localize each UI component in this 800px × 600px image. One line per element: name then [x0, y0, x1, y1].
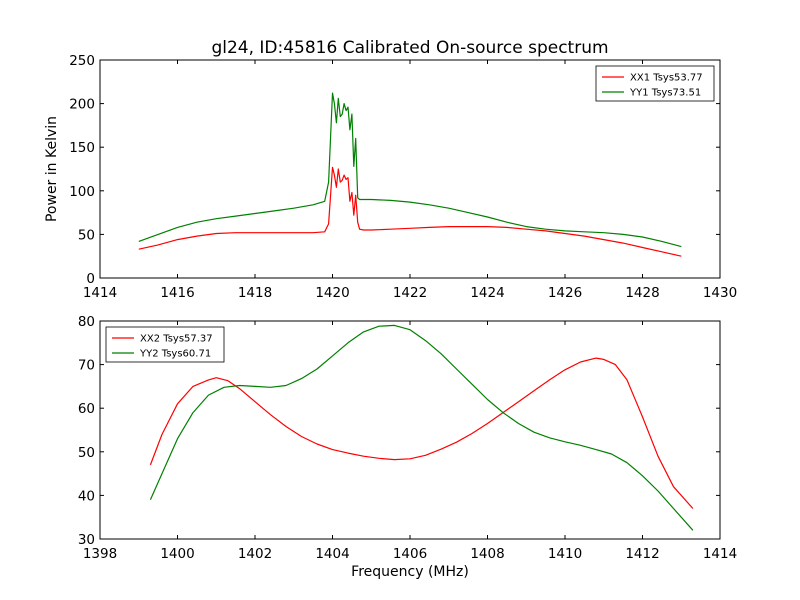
y-tick-label: 30	[78, 532, 95, 548]
y-tick-label: 60	[78, 401, 95, 417]
x-tick-label: 1408	[470, 546, 504, 562]
x-tick-label: 1418	[238, 285, 272, 301]
series-line-bottom-0	[149, 357, 694, 509]
top-legend: XX1 Tsys53.77 YY1 Tsys73.51	[595, 65, 715, 102]
y-tick-label: 40	[78, 488, 95, 504]
legend-label: YY1 Tsys73.51	[629, 88, 701, 99]
y-tick-label: 80	[78, 314, 95, 330]
bottom-panel: 1398 1400 1402 1404 1406 1408 1410 1412 1414 30 40…	[78, 314, 737, 580]
x-tick-label: 1416	[160, 285, 194, 301]
x-tick-label: 1428	[625, 285, 659, 301]
x-tick-label: 1402	[238, 546, 272, 562]
bottom-xlabel: Frequency (MHz)	[351, 564, 469, 580]
y-tick-label: 100	[69, 184, 95, 200]
x-tick-label: 1414	[83, 285, 117, 301]
x-tick-label: 1410	[548, 546, 582, 562]
x-tick-label: 1404	[315, 546, 349, 562]
top-panel: 1414 1416 1418 1420 1422 1424 1426 1428 1430 0 50 1…	[44, 53, 737, 301]
y-tick-label: 50	[78, 445, 95, 461]
x-tick-label: 1400	[160, 546, 194, 562]
top-ylabel: Power in Kelvin	[44, 116, 60, 222]
legend-box	[595, 65, 715, 102]
x-tick-label: 1398	[83, 546, 117, 562]
x-tick-label: 1426	[548, 285, 582, 301]
x-tick-label: 1430	[703, 285, 737, 301]
chart-title: gl24, ID:45816 Calibrated On-source spec…	[211, 38, 608, 58]
y-tick-label: 150	[69, 140, 95, 156]
y-tick-label: 50	[78, 227, 95, 243]
y-tick-label: 250	[69, 53, 95, 69]
x-tick-label: 1414	[703, 546, 737, 562]
series-line-bottom-1	[149, 324, 694, 531]
series-line-top-0	[138, 166, 682, 257]
x-tick-label: 1420	[315, 285, 349, 301]
x-tick-label: 1412	[625, 546, 659, 562]
bottom-legend: XX2 Tsys57.37 YY2 Tsys60.71	[105, 326, 225, 363]
x-tick-label: 1424	[470, 285, 504, 301]
legend-box	[105, 326, 225, 363]
legend-label: YY2 Tsys60.71	[139, 349, 211, 360]
legend-label: XX2 Tsys57.37	[140, 334, 213, 345]
y-tick-label: 70	[78, 358, 95, 374]
x-tick-label: 1406	[393, 546, 427, 562]
series-line-top-1	[138, 92, 682, 248]
y-tick-label: 0	[86, 271, 95, 287]
x-tick-label: 1422	[393, 285, 427, 301]
y-tick-label: 200	[69, 97, 95, 113]
legend-label: XX1 Tsys53.77	[630, 73, 703, 84]
